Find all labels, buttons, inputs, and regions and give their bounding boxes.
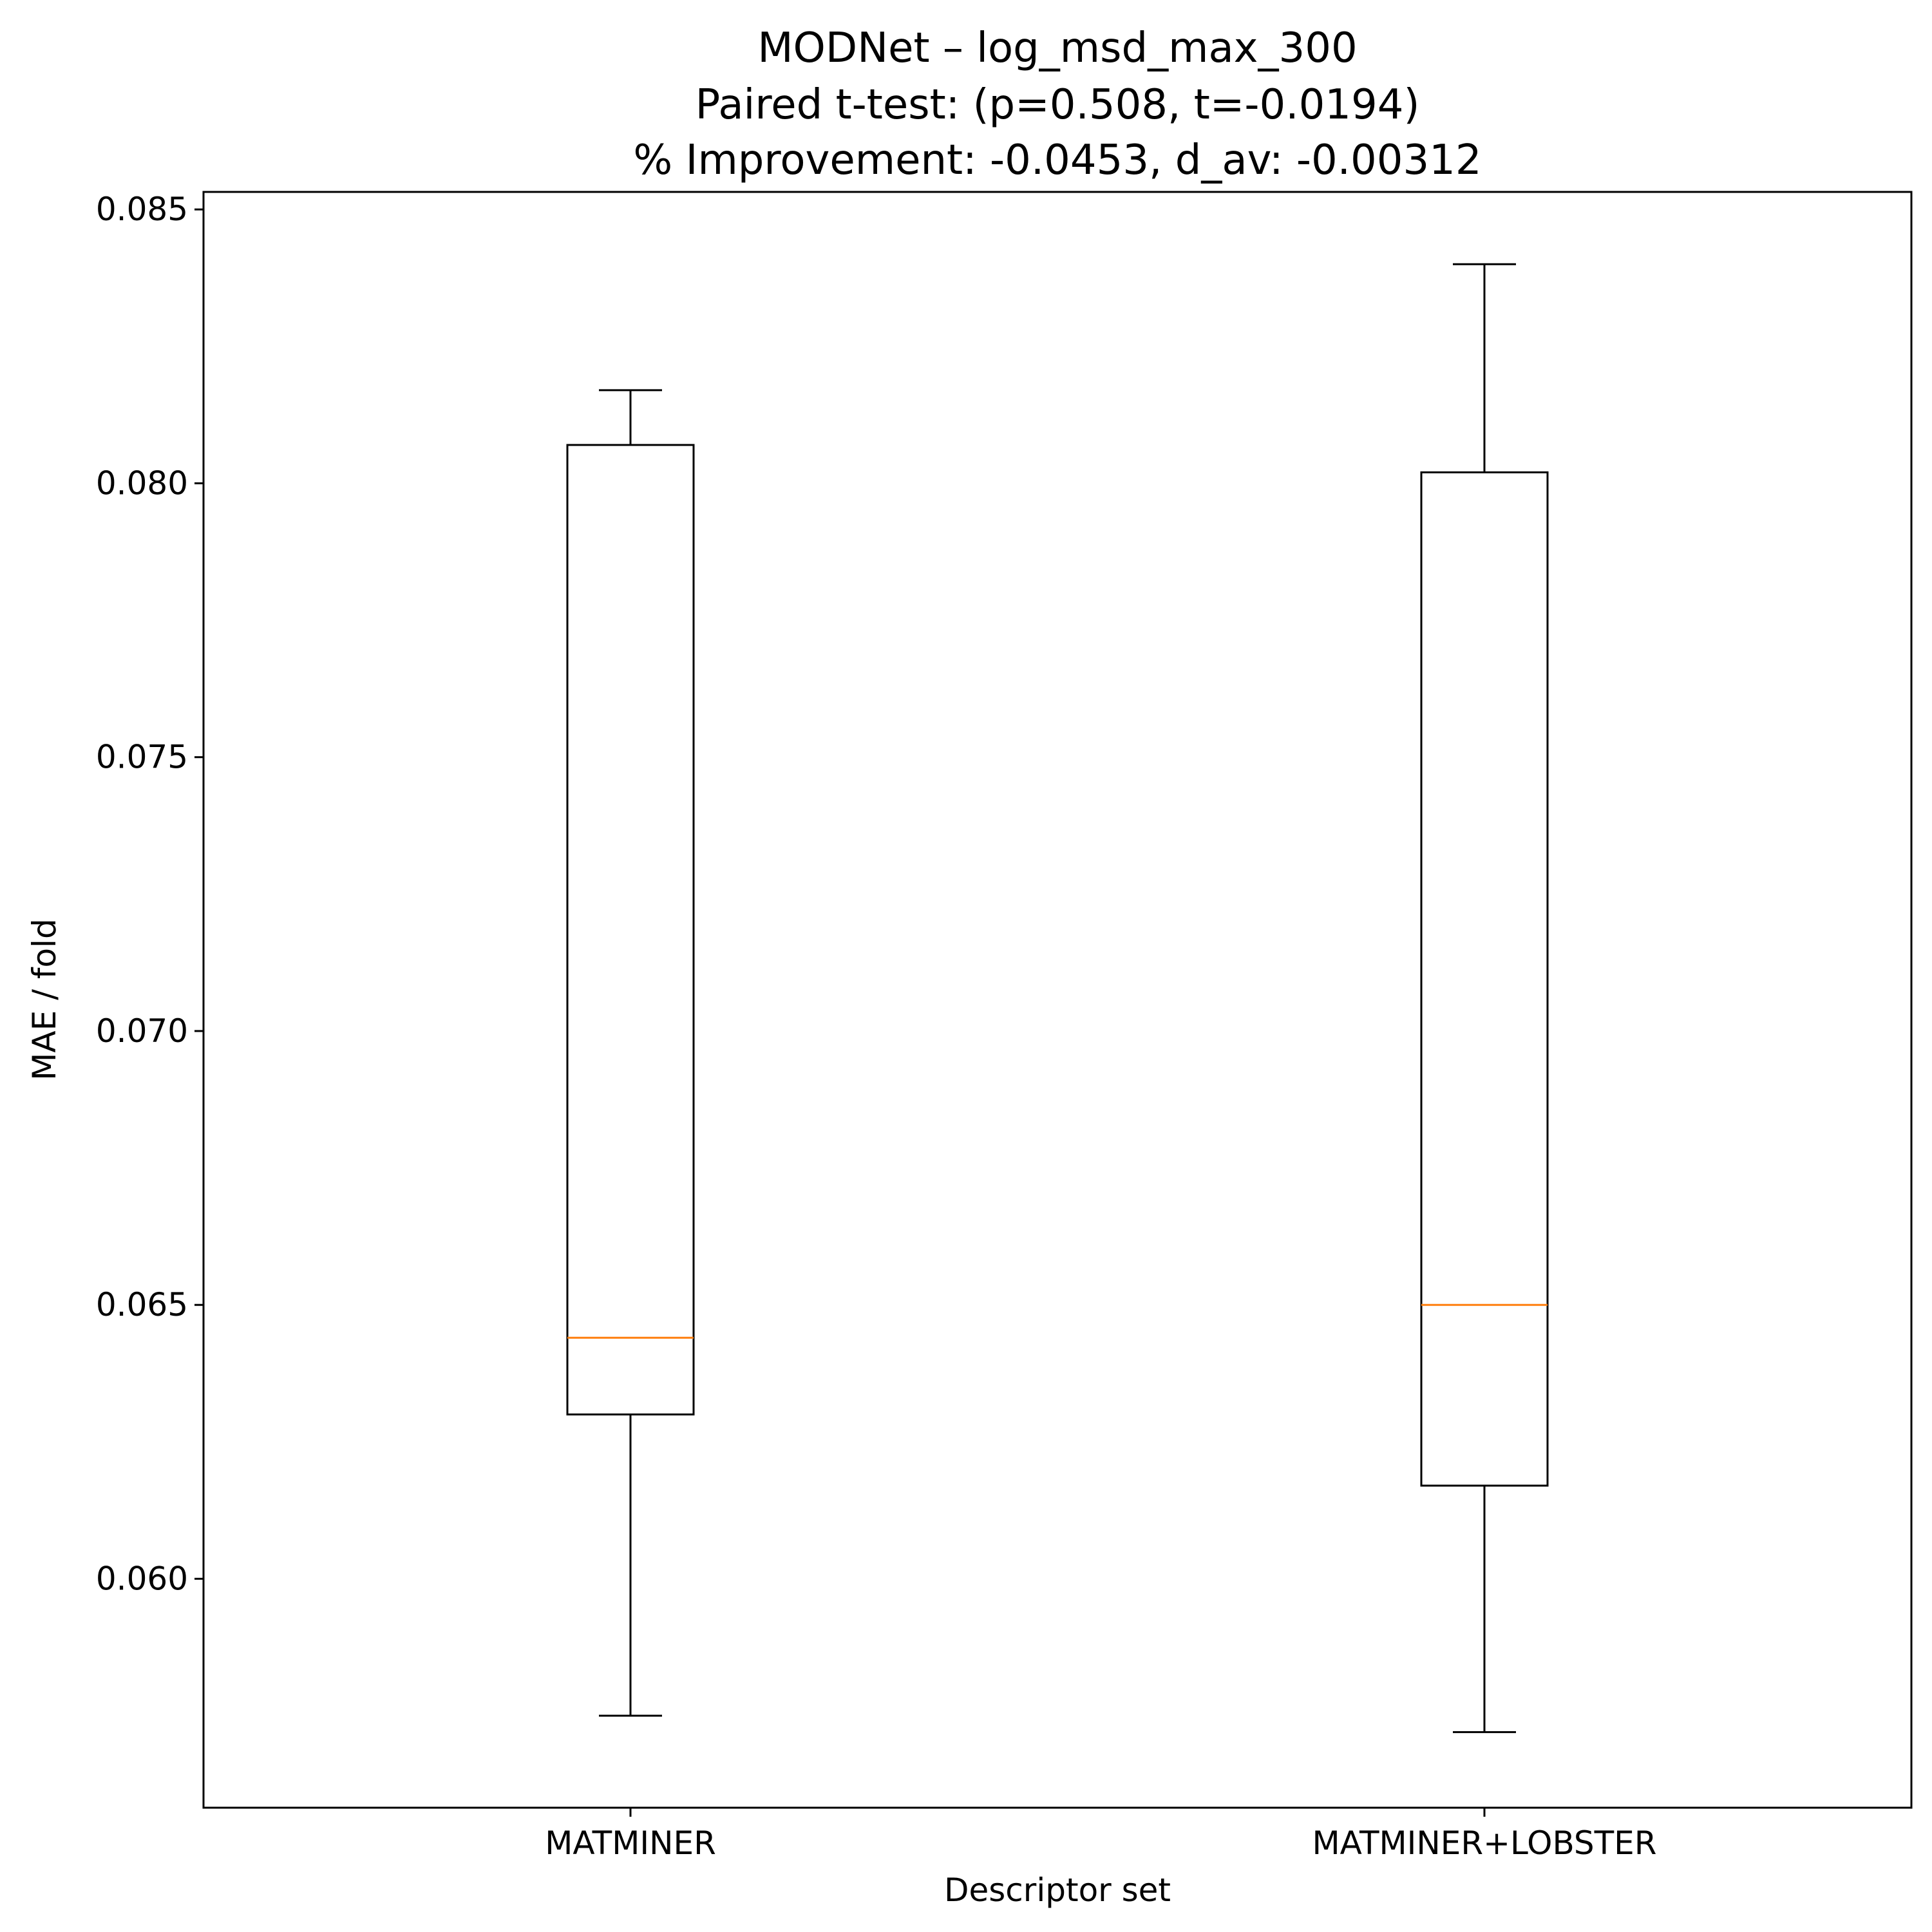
y-axis-label: MAE / fold [26, 918, 63, 1080]
y-tick-label: 0.070 [96, 1012, 188, 1050]
box-2 [1420, 263, 1549, 1734]
interquartile-box [1420, 471, 1549, 1487]
y-tick-label: 0.060 [96, 1560, 188, 1597]
chart-title: MODNet – log_msd_max_300 Paired t-test: … [633, 24, 1481, 184]
interquartile-box [566, 444, 695, 1416]
y-tick-label: 0.075 [96, 739, 188, 776]
box-1 [566, 389, 695, 1717]
x-axis-ticks: MATMINER MATMINER+LOBSTER [545, 1808, 1657, 1862]
y-tick-label: 0.080 [96, 464, 188, 502]
chart-title-line-1: MODNet – log_msd_max_300 [757, 24, 1357, 72]
chart-title-line-3: % Improvement: -0.0453, d_av: -0.00312 [633, 137, 1481, 184]
chart-title-line-2: Paired t-test: (p=0.508, t=-0.0194) [696, 81, 1420, 129]
y-tick-label: 0.065 [96, 1286, 188, 1323]
y-axis-ticks: 0.060 0.065 0.070 0.075 0.080 0.085 [96, 191, 204, 1597]
x-tick-label: MATMINER [545, 1824, 716, 1862]
x-tick-label: MATMINER+LOBSTER [1312, 1824, 1657, 1862]
y-tick-label: 0.085 [96, 191, 188, 228]
x-axis-label: Descriptor set [944, 1871, 1171, 1909]
box-series [566, 263, 1549, 1734]
plot-area-frame [202, 191, 1913, 1809]
